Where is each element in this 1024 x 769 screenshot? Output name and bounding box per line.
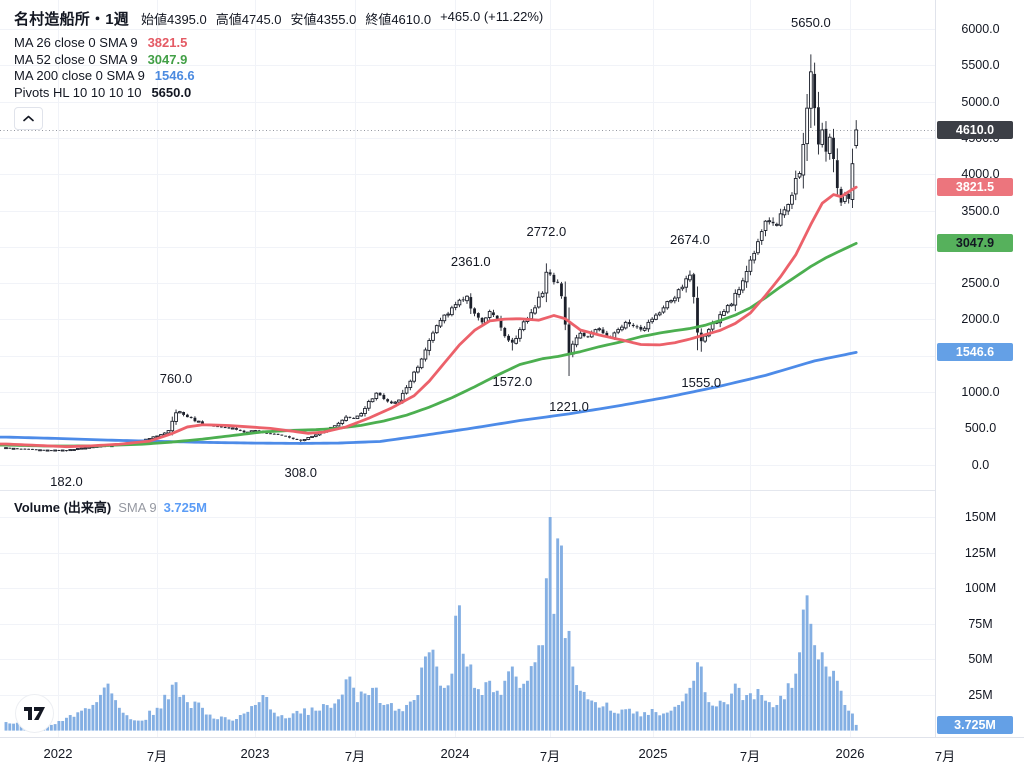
interval: 1週 xyxy=(105,11,129,28)
symbol-title-row[interactable]: 名村造船所・1週 始値4395.0 高値4745.0 安値4355.0 終値46… xyxy=(14,8,543,29)
volume-axis-label: 125M xyxy=(964,545,997,560)
indicator-row-1[interactable]: MA 52 close 0 SMA 9 3047.9 xyxy=(14,52,543,69)
legend: 名村造船所・1週 始値4395.0 高値4745.0 安値4355.0 終値46… xyxy=(14,8,543,130)
indicator-name: MA 52 close 0 SMA 9 xyxy=(14,51,138,67)
pivot-high-label: 5650.0 xyxy=(790,15,831,31)
volume-legend[interactable]: Volume (出来高) SMA 9 3.725M xyxy=(14,497,207,516)
price-axis-label: 5000.0 xyxy=(961,94,1000,109)
price-axis-label: 2500.0 xyxy=(961,276,1000,291)
time-axis-label: 7月 xyxy=(934,749,956,764)
time-axis-label: 2023 xyxy=(240,746,270,761)
price-axis[interactable]: 6000.05500.05000.04500.04000.03500.02500… xyxy=(935,0,1024,737)
ma52-badge: 3047.9 xyxy=(937,234,1013,253)
interval-separator: ・ xyxy=(90,11,106,28)
volume-axis-label: 75M xyxy=(968,616,993,631)
indicator-value: 3047.9 xyxy=(147,51,188,67)
time-axis-label: 7月 xyxy=(344,749,366,764)
pivot-low-label: 308.0 xyxy=(284,465,318,481)
volume-axis-label: 25M xyxy=(968,688,993,702)
pivot-low-label: 1221.0 xyxy=(549,399,589,415)
indicator-value: 5650.0 xyxy=(151,84,192,100)
volume-axis-label: 100M xyxy=(964,581,997,596)
indicator-name: MA 26 close 0 SMA 9 xyxy=(14,35,138,50)
tradingview-logo[interactable] xyxy=(15,694,54,733)
last-price-badge: 4610.0 xyxy=(937,120,1013,139)
price-axis-label: 3500.0 xyxy=(961,203,1000,218)
time-axis-label: 7月 xyxy=(739,749,761,764)
pivot-low-label: 1572.0 xyxy=(492,373,533,389)
time-axis-label: 7月 xyxy=(539,749,561,764)
pivot-high-label: 2361.0 xyxy=(450,254,491,270)
low-value: 安値4355.0 xyxy=(290,12,357,27)
time-axis-label: 2022 xyxy=(43,746,73,761)
open-value: 始値4395.0 xyxy=(140,12,207,27)
price-axis-label: 4000.0 xyxy=(961,167,1000,182)
volume-axis-label: 50M xyxy=(968,652,993,667)
tradingview-logo-icon xyxy=(23,706,45,720)
pivot-high-label: 2674.0 xyxy=(670,231,710,247)
time-axis[interactable]: 2022 7月 2023 7月 2024 7月 2025 7月 2026 7月 xyxy=(0,737,1024,769)
time-axis-label: 2026 xyxy=(835,746,865,761)
indicator-name: MA 200 close 0 SMA 9 xyxy=(14,68,145,83)
indicator-rows: MA 26 close 0 SMA 9 3821.5 MA 52 close 0 S… xyxy=(14,35,543,101)
pivot-low-label: 182.0 xyxy=(50,474,83,490)
time-axis-label: 7月 xyxy=(146,749,168,764)
chart-canvas[interactable] xyxy=(0,0,935,737)
high-value: 高値4745.0 xyxy=(215,12,282,27)
time-axis-label: 2024 xyxy=(440,746,470,761)
volume-sma-badge: 3.725M xyxy=(937,716,1013,735)
chevron-up-icon xyxy=(23,115,34,122)
pivot-high-label: 760.0 xyxy=(159,370,193,386)
collapse-indicators-button[interactable] xyxy=(14,107,43,130)
volume-sma-label: SMA 9 xyxy=(118,500,157,515)
ma26-badge: 3821.5 xyxy=(937,178,1013,197)
volume-label: Volume (出来高) xyxy=(14,500,112,515)
pivot-low-label: 1555.0 xyxy=(681,374,722,390)
close-value: 終値4610.0 xyxy=(365,12,432,27)
price-axis-label: 2000.0 xyxy=(961,312,1000,327)
indicator-row-0[interactable]: MA 26 close 0 SMA 9 3821.5 xyxy=(14,35,543,52)
pivot-high-label: 2772.0 xyxy=(526,224,567,240)
volume-axis-label: 150M xyxy=(964,510,997,525)
price-axis-label: 500.0 xyxy=(964,421,997,436)
indicator-row-3[interactable]: Pivots HL 10 10 10 10 5650.0 xyxy=(14,85,543,102)
change-value: +465.0 (+11.22%) xyxy=(440,9,544,24)
price-axis-label: 0.0 xyxy=(971,457,990,472)
ohlc-values: 始値4395.0 高値4745.0 安値4355.0 終値4610.0 +465… xyxy=(141,9,543,28)
ma200-badge: 1546.6 xyxy=(937,343,1013,362)
indicator-value: 1546.6 xyxy=(154,68,195,83)
price-axis-label: 5500.0 xyxy=(961,58,1000,73)
volume-sma-value: 3.725M xyxy=(163,500,207,515)
price-axis-label: 1000.0 xyxy=(961,385,1000,400)
symbol-title[interactable]: 名村造船所・1週 xyxy=(14,11,129,28)
time-axis-label: 2025 xyxy=(638,746,668,761)
indicator-row-2[interactable]: MA 200 close 0 SMA 9 1546.6 xyxy=(14,68,543,85)
indicator-value: 3821.5 xyxy=(147,35,188,50)
indicator-name: Pivots HL 10 10 10 10 xyxy=(14,84,142,100)
price-axis-label: 6000.0 xyxy=(961,22,1000,36)
